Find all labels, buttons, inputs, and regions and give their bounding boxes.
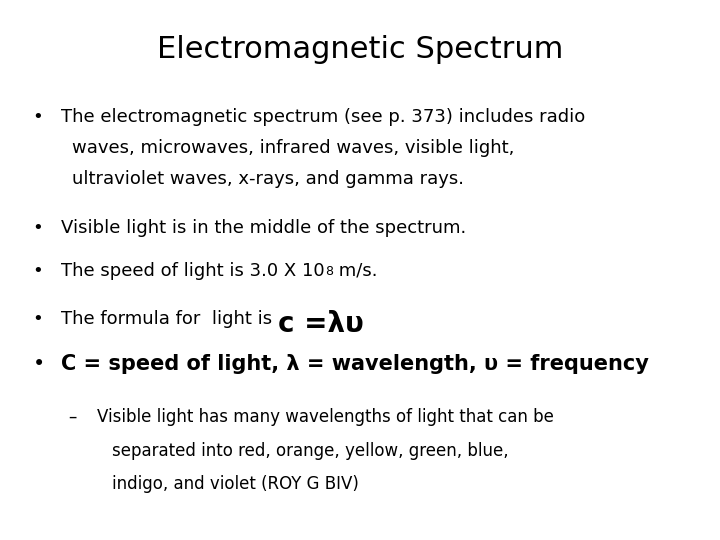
Text: c =λυ: c =λυ: [278, 310, 364, 339]
Text: The electromagnetic spectrum (see p. 373) includes radio: The electromagnetic spectrum (see p. 373…: [61, 108, 585, 126]
Text: ultraviolet waves, x-rays, and gamma rays.: ultraviolet waves, x-rays, and gamma ray…: [72, 171, 464, 188]
Text: •: •: [32, 354, 45, 374]
Text: 8: 8: [325, 265, 333, 278]
Text: separated into red, orange, yellow, green, blue,: separated into red, orange, yellow, gree…: [112, 442, 508, 460]
Text: The formula for  light is: The formula for light is: [61, 310, 278, 328]
Text: m/s.: m/s.: [333, 262, 377, 280]
Text: •: •: [32, 108, 43, 126]
Text: indigo, and violet (ROY G BIV): indigo, and violet (ROY G BIV): [112, 475, 359, 494]
Text: Visible light is in the middle of the spectrum.: Visible light is in the middle of the sp…: [61, 219, 467, 237]
Text: The speed of light is 3.0 X 10: The speed of light is 3.0 X 10: [61, 262, 325, 280]
Text: •: •: [32, 219, 43, 237]
Text: •: •: [32, 310, 43, 328]
Text: C = speed of light, λ = wavelength, υ = frequency: C = speed of light, λ = wavelength, υ = …: [61, 354, 649, 374]
Text: waves, microwaves, infrared waves, visible light,: waves, microwaves, infrared waves, visib…: [72, 139, 514, 157]
Text: –: –: [68, 408, 77, 426]
Text: •: •: [32, 262, 43, 280]
Text: Visible light has many wavelengths of light that can be: Visible light has many wavelengths of li…: [97, 408, 554, 426]
Text: Electromagnetic Spectrum: Electromagnetic Spectrum: [157, 35, 563, 64]
